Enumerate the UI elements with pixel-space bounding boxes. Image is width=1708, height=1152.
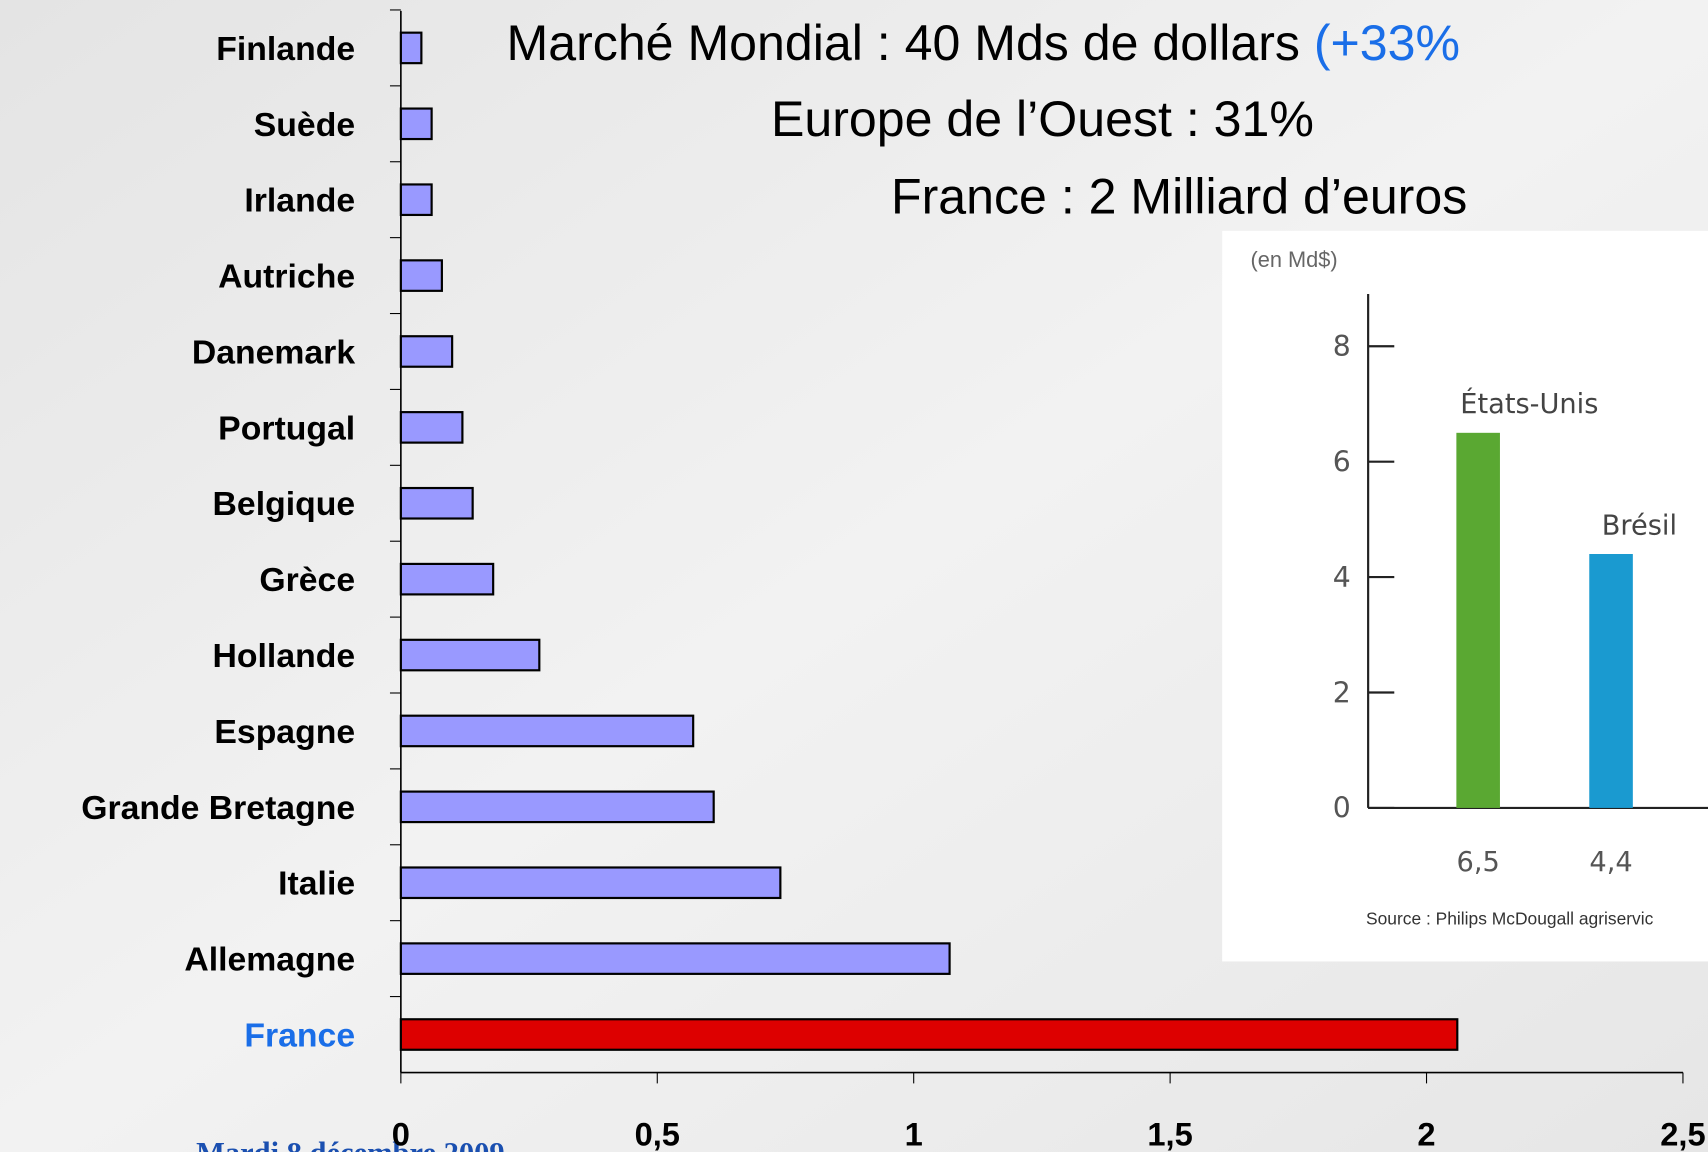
y-tick-label: Grande Bretagne [81, 789, 355, 827]
footer-date: Mardi 8 décembre 2009 [196, 1136, 505, 1152]
headline: Marché Mondial : 40 Mds de dollars (+33% [507, 15, 1461, 71]
bar [1589, 554, 1633, 808]
y-tick-label: 6 [1333, 445, 1351, 478]
bar [399, 942, 951, 975]
bar [399, 411, 464, 444]
x-tick-label: 1,5 [1147, 1115, 1192, 1152]
bar [399, 486, 474, 520]
headline-2: Europe de l’Ouest : 31% [771, 91, 1314, 147]
bar [399, 31, 423, 65]
y-tick-label: Suède [254, 106, 355, 144]
value-label: 6,5 [1457, 847, 1500, 878]
bar [399, 714, 695, 748]
bar [399, 638, 541, 672]
y-tick-label: Autriche [218, 258, 355, 296]
bar [399, 866, 782, 900]
y-tick-label: Finlande [216, 30, 355, 68]
bar [399, 790, 715, 824]
bar [399, 107, 433, 141]
y-tick-label: France [244, 1016, 355, 1054]
y-tick-label: Portugal [218, 409, 355, 447]
y-tick-label: Espagne [214, 713, 355, 751]
y-tick-label: 4 [1333, 561, 1351, 594]
y-tick-label: Belgique [213, 485, 356, 523]
category-label: États-Unis [1460, 388, 1598, 420]
value-label: 4,4 [1589, 847, 1632, 878]
y-tick-label: Italie [278, 865, 355, 903]
bar [399, 335, 454, 368]
y-tick-label: Allemagne [184, 941, 355, 979]
headline-1: Marché Mondial : 40 Mds de dollars [507, 15, 1300, 71]
bar [399, 1018, 1459, 1051]
x-tick-label: 2,5 [1660, 1115, 1705, 1152]
y-tick-label: Danemark [192, 333, 355, 371]
bar [399, 562, 495, 596]
x-tick-label: 1 [905, 1115, 923, 1152]
x-tick-label: 0,5 [635, 1115, 680, 1152]
y-tick-label: 8 [1333, 330, 1351, 363]
y-tick-label: 2 [1333, 676, 1351, 709]
headline-note: (+33% [1314, 15, 1460, 71]
y-tick-label: 0 [1333, 792, 1351, 825]
headline-3: France : 2 Milliard d’euros [891, 168, 1467, 224]
y-tick-label: Hollande [213, 637, 356, 675]
bar [399, 183, 433, 217]
bar [1456, 432, 1500, 808]
x-tick-label: 2 [1417, 1115, 1435, 1152]
source-note: Source : Philips McDougall agriservic [1366, 908, 1654, 928]
x-tick-label: 0 [392, 1115, 410, 1152]
bar [399, 259, 443, 292]
y-tick-label: Grèce [259, 561, 355, 599]
y-tick-label: Irlande [244, 182, 355, 220]
category-label: Brésil [1602, 510, 1677, 541]
y-axis-label: (en Md$) [1251, 247, 1338, 272]
